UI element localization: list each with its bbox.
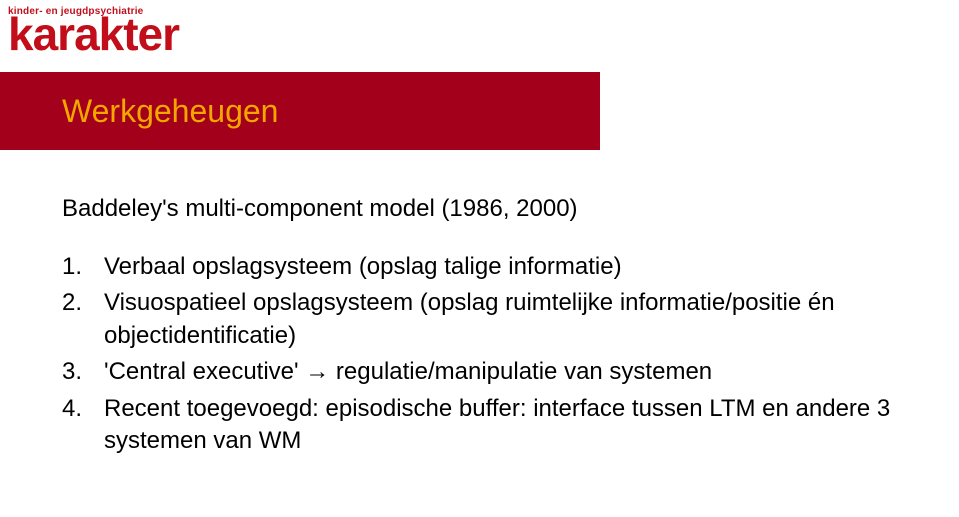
- list-item: 1. Verbaal opslagsysteem (opslag talige …: [62, 251, 899, 283]
- list-item-text: Recent toegevoegd: episodische buffer: i…: [104, 393, 899, 458]
- list-item-text: Visuospatieel opslagsysteem (opslag ruim…: [104, 287, 899, 352]
- logo-word: karakter: [8, 11, 179, 57]
- list-item-number: 4.: [62, 393, 104, 458]
- slide-title: Werkgeheugen: [62, 93, 278, 130]
- list-item-number: 1.: [62, 251, 104, 283]
- title-bar: Werkgeheugen: [0, 72, 600, 150]
- list-item: 2. Visuospatieel opslagsysteem (opslag r…: [62, 287, 899, 352]
- body-content: Baddeley's multi-component model (1986, …: [62, 195, 899, 461]
- logo: kinder- en jeugdpsychiatrie karakter: [8, 6, 179, 57]
- list-item-number: 3.: [62, 356, 104, 388]
- numbered-list: 1. Verbaal opslagsysteem (opslag talige …: [62, 251, 899, 457]
- list-item-text: 'Central executive' → regulatie/manipula…: [104, 356, 899, 388]
- list-item: 4. Recent toegevoegd: episodische buffer…: [62, 393, 899, 458]
- list-item-number: 2.: [62, 287, 104, 352]
- subtitle: Baddeley's multi-component model (1986, …: [62, 195, 899, 223]
- list-item-text: Verbaal opslagsysteem (opslag talige inf…: [104, 251, 899, 283]
- list-item: 3. 'Central executive' → regulatie/manip…: [62, 356, 899, 388]
